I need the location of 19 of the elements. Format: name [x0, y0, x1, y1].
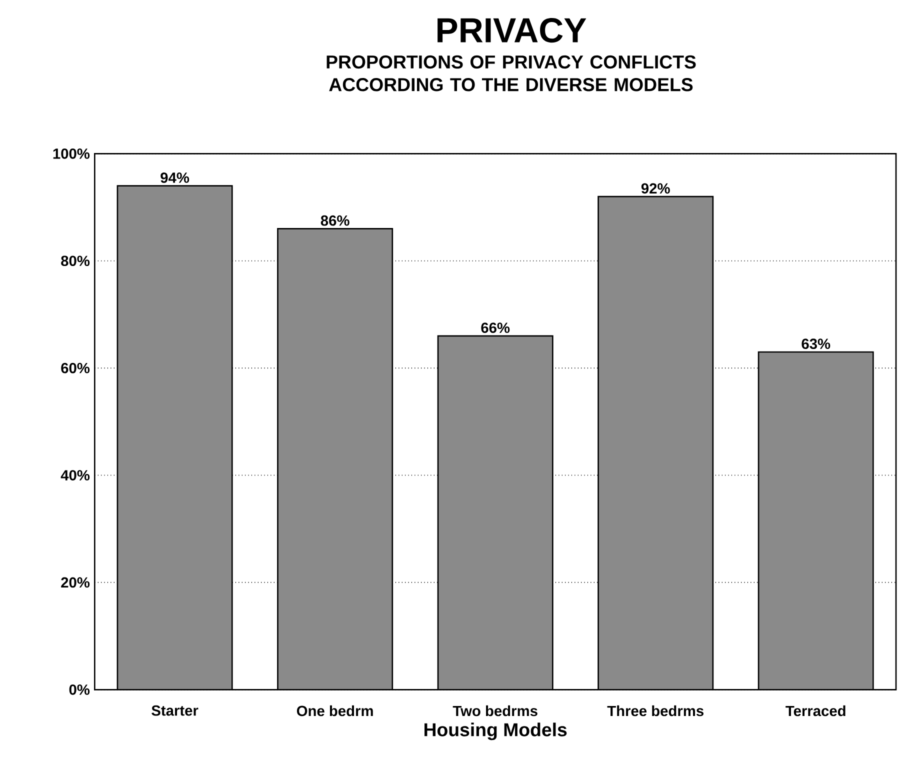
y-tick-label: 0% [69, 684, 90, 695]
x-tick-label: Two bedrms [452, 705, 538, 716]
x-tick-label: Terraced [786, 705, 846, 716]
y-tick-label: 100% [53, 148, 90, 159]
y-tick-label: 40% [60, 470, 90, 480]
y-tick-label: 60% [61, 362, 90, 374]
data-label: 94% [160, 172, 190, 183]
x-tick-label: Starter [152, 705, 198, 716]
data-label: 63% [802, 338, 830, 350]
y-tick-label: 20% [61, 577, 90, 588]
y-tick-label: 80% [61, 256, 90, 266]
data-label: 92% [641, 183, 670, 194]
data-label: 66% [481, 322, 510, 333]
x-tick-label: Three bedrms [607, 705, 704, 716]
data-label: 86% [320, 215, 350, 226]
chart-subtitle: PROPORTIONS OF PRIVACY CONFLICTS ACCORDING TO THE DIVERSE MODELS [326, 55, 696, 92]
chart-title: PRIVACY [438, 18, 586, 43]
x-tick-label: One bedrm [296, 705, 373, 716]
x-axis-title: Housing Models [424, 722, 567, 740]
